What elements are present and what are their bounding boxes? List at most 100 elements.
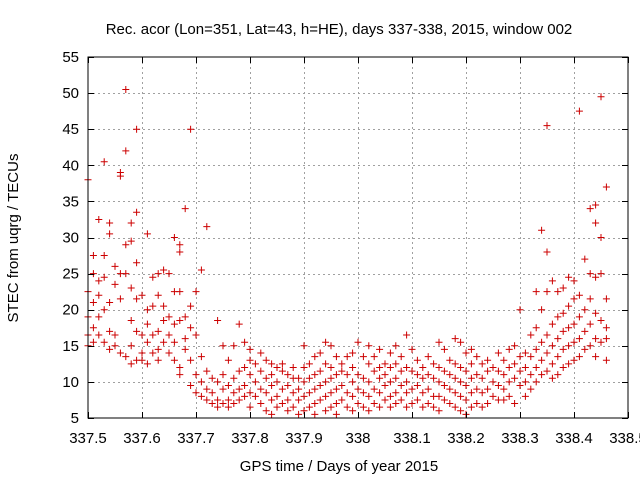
data-point-marker <box>419 363 427 371</box>
data-point-marker <box>370 385 378 393</box>
data-point-marker <box>116 172 124 180</box>
data-point-marker <box>408 367 416 375</box>
data-point-marker <box>554 371 562 379</box>
data-point-marker <box>278 360 286 368</box>
data-point-marker <box>349 392 357 400</box>
data-point-marker <box>413 382 421 390</box>
data-point-marker <box>473 371 481 379</box>
data-point-marker <box>192 288 200 296</box>
data-point-marker <box>527 353 535 361</box>
data-point-marker <box>241 382 249 390</box>
data-point-marker <box>305 403 313 411</box>
data-point-marker <box>251 378 259 386</box>
data-point-marker <box>235 385 243 393</box>
data-point-marker <box>602 335 610 343</box>
data-point-marker <box>176 288 184 296</box>
data-point-marker <box>106 230 114 238</box>
data-point-marker <box>95 331 103 339</box>
data-point-marker <box>575 335 583 343</box>
data-point-marker <box>392 360 400 368</box>
data-point-marker <box>592 201 600 209</box>
data-point-marker <box>559 327 567 335</box>
x-tick-label: 338.5 <box>609 430 640 447</box>
data-point-marker <box>154 356 162 364</box>
data-point-marker <box>592 219 600 227</box>
data-point-marker <box>381 396 389 404</box>
data-point-marker <box>95 215 103 223</box>
data-point-marker <box>548 360 556 368</box>
y-tick-labels: 5 10 15 20 25 30 35 40 45 50 55 <box>62 49 79 427</box>
data-point-marker <box>311 353 319 361</box>
data-point-marker <box>543 349 551 357</box>
x-tick-label: 337.9 <box>285 430 323 447</box>
data-point-marker <box>219 342 227 350</box>
tick-marks <box>88 57 629 419</box>
data-point-marker <box>419 403 427 411</box>
data-point-marker <box>586 295 594 303</box>
data-point-marker <box>289 403 297 411</box>
data-point-marker <box>597 234 605 241</box>
data-point-marker <box>95 277 103 285</box>
data-point-marker <box>516 382 524 390</box>
data-point-marker <box>149 331 157 339</box>
data-point-marker <box>451 335 459 343</box>
data-point-marker <box>332 353 340 361</box>
data-point-marker <box>224 403 232 411</box>
data-point-marker <box>494 367 502 375</box>
data-point-marker <box>268 371 276 379</box>
data-point-marker <box>214 317 222 325</box>
data-point-marker <box>376 403 384 411</box>
data-point-marker <box>440 345 448 353</box>
data-point-marker <box>138 291 146 299</box>
data-point-marker <box>462 367 470 375</box>
data-point-marker <box>224 382 232 390</box>
data-point-marker <box>305 389 313 397</box>
data-point-marker <box>586 342 594 350</box>
data-point-marker <box>116 349 124 357</box>
data-point-marker <box>532 345 540 353</box>
data-point-marker <box>208 374 216 382</box>
data-point-marker <box>154 270 162 278</box>
data-point-marker <box>343 403 351 411</box>
data-point-marker <box>602 356 610 364</box>
data-point-marker <box>484 385 492 393</box>
data-point-marker <box>300 363 308 371</box>
data-point-marker <box>543 367 551 375</box>
data-point-marker <box>165 313 173 321</box>
data-point-marker <box>111 331 119 339</box>
data-point-marker <box>100 306 108 314</box>
data-point-marker <box>473 385 481 393</box>
data-point-marker <box>532 324 540 332</box>
data-point-marker <box>116 295 124 303</box>
data-point-marker <box>149 302 157 310</box>
data-point-marker <box>511 374 519 382</box>
data-point-marker <box>284 382 292 390</box>
data-point-marker <box>176 371 184 379</box>
data-point-marker <box>214 403 222 411</box>
data-point-marker <box>489 363 497 371</box>
data-point-marker <box>408 400 416 408</box>
data-point-marker <box>602 183 610 191</box>
data-point-marker <box>181 345 189 353</box>
data-point-marker <box>133 208 141 216</box>
data-point-marker <box>500 371 508 379</box>
data-point-marker <box>403 403 411 411</box>
data-point-marker <box>143 338 151 346</box>
data-point-marker <box>170 356 178 364</box>
data-point-marker <box>386 392 394 400</box>
data-point-marker <box>127 284 135 292</box>
data-point-marker <box>273 392 281 400</box>
data-point-marker <box>311 371 319 379</box>
data-point-marker <box>570 338 578 346</box>
data-point-marker <box>300 378 308 386</box>
data-point-marker <box>505 363 513 371</box>
data-point-marker <box>430 403 438 411</box>
data-point-marker <box>386 403 394 411</box>
data-point-marker <box>268 360 276 368</box>
data-point-marker <box>543 122 551 130</box>
data-point-marker <box>559 345 567 353</box>
data-point-marker <box>268 382 276 390</box>
data-point-marker <box>165 270 173 278</box>
data-point-marker <box>187 125 195 133</box>
data-point-marker <box>354 385 362 393</box>
